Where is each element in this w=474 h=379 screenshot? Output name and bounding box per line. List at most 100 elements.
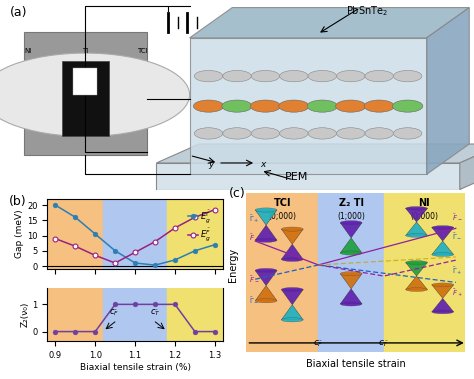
Polygon shape <box>190 8 469 38</box>
Bar <box>47 288 103 341</box>
Polygon shape <box>406 263 428 276</box>
Bar <box>167 288 223 341</box>
$E_g^{\bar{\Gamma}}$ <box>132 261 138 265</box>
Text: $c_{\bar{T}}$: $c_{\bar{T}}$ <box>378 339 390 349</box>
Text: NI: NI <box>419 198 430 208</box>
$E_g^{\bar{F}}$ <box>152 240 158 244</box>
Text: Biaxial tensile strain: Biaxial tensile strain <box>306 359 405 369</box>
Text: $c_{\bar{F}}$: $c_{\bar{F}}$ <box>313 339 324 349</box>
Ellipse shape <box>255 208 277 212</box>
Circle shape <box>307 100 337 112</box>
Polygon shape <box>282 305 303 320</box>
Polygon shape <box>427 8 469 174</box>
Circle shape <box>222 100 252 112</box>
Text: (c): (c) <box>229 187 246 200</box>
$E_g^{\bar{F}}$ <box>172 226 178 230</box>
Polygon shape <box>190 38 427 174</box>
Ellipse shape <box>255 238 277 242</box>
Circle shape <box>280 128 308 139</box>
Ellipse shape <box>282 288 303 292</box>
$E_g^{\bar{\Gamma}}$ <box>112 249 118 253</box>
Circle shape <box>393 70 422 82</box>
Circle shape <box>250 100 281 112</box>
$E_g^{\bar{F}}$ <box>92 253 98 258</box>
Bar <box>384 193 465 352</box>
Text: $\bar{F}_+$: $\bar{F}_+$ <box>452 288 462 299</box>
Circle shape <box>336 100 366 112</box>
Text: (0;000): (0;000) <box>268 212 296 221</box>
Polygon shape <box>340 274 362 289</box>
Text: Z₂ TI: Z₂ TI <box>338 198 364 208</box>
Polygon shape <box>432 227 454 241</box>
Circle shape <box>392 100 423 112</box>
Text: $c_{\bar{T}}$: $c_{\bar{T}}$ <box>150 307 161 318</box>
Polygon shape <box>406 276 428 290</box>
Polygon shape <box>406 208 428 222</box>
$E_g^{\bar{F}}$ <box>112 261 118 265</box>
Ellipse shape <box>432 226 454 229</box>
Text: TCI: TCI <box>137 48 147 54</box>
$E_g^{\bar{F}}$ <box>192 215 198 219</box>
Text: TCI: TCI <box>273 198 291 208</box>
Text: x: x <box>261 160 266 169</box>
Polygon shape <box>282 244 303 259</box>
Circle shape <box>308 128 337 139</box>
Polygon shape <box>62 61 109 136</box>
Line: $E_g^{\bar{\Gamma}}$: $E_g^{\bar{\Gamma}}$ <box>53 203 217 268</box>
Polygon shape <box>340 289 362 304</box>
$E_g^{\bar{\Gamma}}$ <box>53 203 58 207</box>
$E_g^{\bar{\Gamma}}$ <box>192 249 198 253</box>
Ellipse shape <box>432 310 454 314</box>
Ellipse shape <box>340 302 362 306</box>
Polygon shape <box>255 210 277 225</box>
Text: $\bar{F}_-$: $\bar{F}_-$ <box>249 275 259 284</box>
$E_g^{\bar{\Gamma}}$ <box>172 258 178 262</box>
Polygon shape <box>255 225 277 240</box>
Y-axis label: Gap (meV): Gap (meV) <box>15 210 24 258</box>
Circle shape <box>393 128 422 139</box>
Text: $c_{\bar{F}}$: $c_{\bar{F}}$ <box>109 307 119 318</box>
Text: $\bar{F}_+$: $\bar{F}_+$ <box>249 232 259 244</box>
$E_g^{\bar{\Gamma}}$ <box>92 232 98 236</box>
Ellipse shape <box>340 272 362 276</box>
$E_g^{\bar{F}}$ <box>73 244 78 249</box>
Circle shape <box>223 70 251 82</box>
$E_g^{\bar{\Gamma}}$ <box>212 243 218 247</box>
Circle shape <box>251 128 280 139</box>
Circle shape <box>194 70 223 82</box>
Text: (1;000): (1;000) <box>337 212 365 221</box>
Ellipse shape <box>255 299 277 303</box>
Ellipse shape <box>406 288 428 291</box>
Ellipse shape <box>432 253 454 257</box>
Text: $\bar{\Gamma}_+$: $\bar{\Gamma}_+$ <box>452 266 462 277</box>
$E_g^{\bar{F}}$ <box>132 250 138 255</box>
Circle shape <box>223 128 251 139</box>
Bar <box>246 193 319 352</box>
Circle shape <box>365 70 393 82</box>
Text: $\bar{\Gamma}_+$: $\bar{\Gamma}_+$ <box>249 213 259 224</box>
Circle shape <box>308 70 337 82</box>
Ellipse shape <box>255 268 277 273</box>
Polygon shape <box>406 222 428 235</box>
Bar <box>24 32 147 155</box>
Legend: $E_g^{\bar{\Gamma}}$, $E_g^{\bar{F}}$: $E_g^{\bar{\Gamma}}$, $E_g^{\bar{F}}$ <box>184 205 215 246</box>
Ellipse shape <box>340 221 362 225</box>
Text: (0;000): (0;000) <box>410 212 438 221</box>
Circle shape <box>279 100 309 112</box>
Bar <box>47 199 103 269</box>
Polygon shape <box>282 290 303 305</box>
Bar <box>103 288 167 341</box>
Polygon shape <box>255 286 277 301</box>
Line: $E_g^{\bar{F}}$: $E_g^{\bar{F}}$ <box>53 207 217 265</box>
Ellipse shape <box>432 283 454 287</box>
Circle shape <box>194 128 223 139</box>
Bar <box>73 68 97 95</box>
Text: Energy: Energy <box>228 248 238 282</box>
Polygon shape <box>432 298 454 312</box>
Polygon shape <box>432 241 454 255</box>
Text: (a): (a) <box>9 6 27 19</box>
Bar <box>167 199 223 269</box>
Ellipse shape <box>282 318 303 322</box>
Text: $\bar{\Gamma}_-$: $\bar{\Gamma}_-$ <box>249 295 259 305</box>
Ellipse shape <box>282 227 303 231</box>
